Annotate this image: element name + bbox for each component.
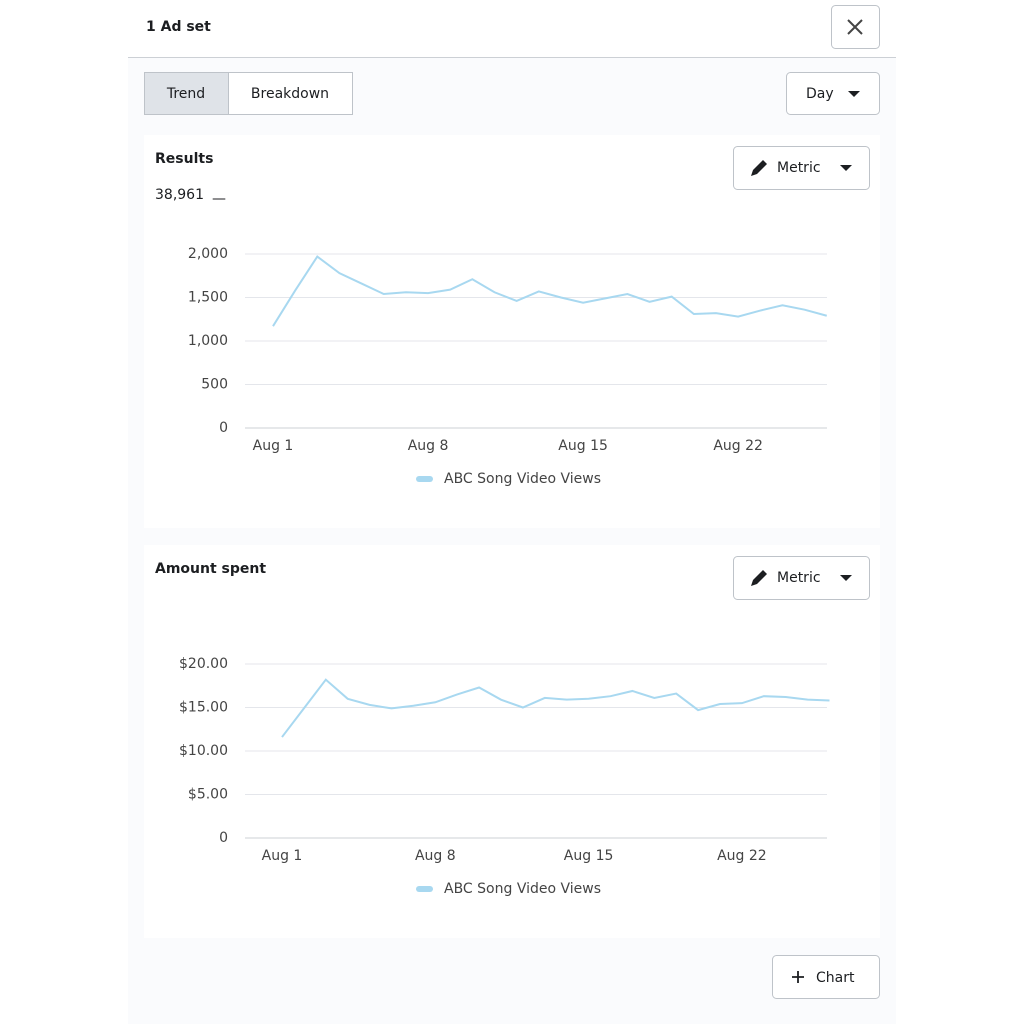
data-line bbox=[272, 255, 828, 327]
y-tick-label: $15.00 bbox=[179, 700, 228, 716]
period-label: Day bbox=[806, 86, 834, 102]
metric-label: Metric bbox=[777, 160, 821, 176]
tab-label: Breakdown bbox=[251, 86, 329, 102]
y-tick-label: $5.00 bbox=[188, 787, 228, 803]
tab-background bbox=[228, 72, 353, 115]
x-tick-label: Aug 8 bbox=[415, 848, 456, 864]
add-chart-label: Chart bbox=[816, 970, 855, 986]
metric-button[interactable]: Metric bbox=[733, 556, 870, 600]
add-chart-button[interactable]: Chart bbox=[772, 955, 880, 999]
chart-card bbox=[144, 545, 880, 938]
legend-label: ABC Song Video Views bbox=[444, 471, 601, 487]
y-tick-label: 500 bbox=[201, 377, 228, 393]
data-line bbox=[281, 678, 830, 738]
chart-title: Results bbox=[155, 151, 213, 167]
x-tick-label: Aug 8 bbox=[408, 438, 449, 454]
panel-header bbox=[128, 0, 896, 57]
tab[interactable]: Trend bbox=[144, 72, 229, 115]
x-tick-label: Aug 1 bbox=[262, 848, 303, 864]
x-tick-label: Aug 15 bbox=[558, 438, 608, 454]
x-tick-label: Aug 15 bbox=[564, 848, 614, 864]
y-tick-label: 2,000 bbox=[188, 246, 228, 262]
tab-background bbox=[144, 72, 229, 115]
x-tick-label: Aug 1 bbox=[253, 438, 294, 454]
total-marker: — bbox=[212, 191, 226, 207]
x-tick-label: Aug 22 bbox=[717, 848, 767, 864]
y-tick-label: 0 bbox=[219, 420, 228, 436]
close-button[interactable] bbox=[831, 5, 880, 49]
metric-label: Metric bbox=[777, 570, 821, 586]
chart-card bbox=[144, 135, 880, 528]
metric-button[interactable]: Metric bbox=[733, 146, 870, 190]
y-tick-label: 1,500 bbox=[188, 290, 228, 306]
y-tick-label: 0 bbox=[219, 830, 228, 846]
legend-label: ABC Song Video Views bbox=[444, 881, 601, 897]
panel-title: 1 Ad set bbox=[146, 19, 211, 35]
tab[interactable]: Breakdown bbox=[228, 72, 353, 115]
tab-label: Trend bbox=[166, 86, 205, 102]
legend-swatch bbox=[416, 476, 433, 482]
metric-button-bg bbox=[733, 146, 870, 190]
legend-swatch bbox=[416, 886, 433, 892]
chart-total: 38,961 bbox=[155, 187, 204, 203]
x-tick-label: Aug 22 bbox=[713, 438, 763, 454]
caret-icon bbox=[840, 165, 852, 171]
pencil-icon bbox=[751, 570, 767, 586]
period-selector[interactable]: Day bbox=[786, 72, 880, 115]
metric-button-bg bbox=[733, 556, 870, 600]
y-tick-label: $10.00 bbox=[179, 743, 228, 759]
caret-icon bbox=[840, 575, 852, 581]
y-tick-label: $20.00 bbox=[179, 656, 228, 672]
pencil-icon bbox=[751, 160, 767, 176]
y-tick-label: 1,000 bbox=[188, 333, 228, 349]
chart-title: Amount spent bbox=[155, 561, 266, 577]
